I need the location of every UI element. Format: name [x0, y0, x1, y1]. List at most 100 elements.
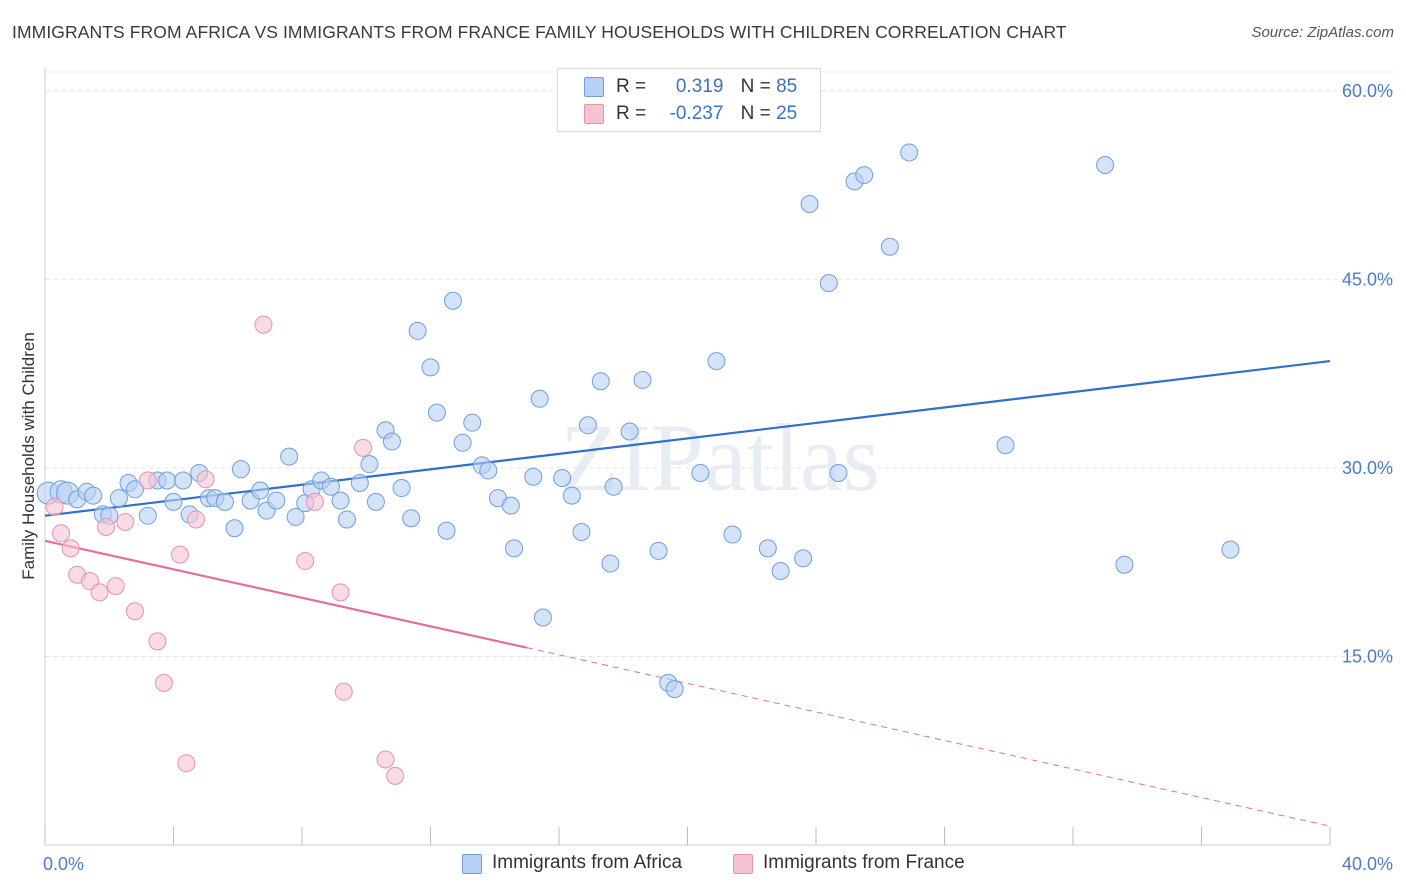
data-point-africa [553, 468, 572, 487]
data-point-africa [1115, 555, 1134, 574]
data-point-france [354, 438, 373, 457]
data-point-africa [800, 194, 819, 213]
chart-title: IMMIGRANTS FROM AFRICA VS IMMIGRANTS FRO… [12, 22, 1067, 42]
data-point-africa [402, 509, 421, 528]
correlation-legend: R = 0.319 N = 85 R = -0.237 N = 25 [557, 68, 821, 132]
data-point-africa [366, 492, 385, 511]
legend-r-label: R = [616, 76, 647, 97]
data-point-africa [164, 492, 183, 511]
y-tick-label: 60.0% [1342, 81, 1393, 101]
legend-n-label: N = [740, 76, 771, 97]
y-tick-label: 30.0% [1342, 458, 1393, 478]
data-point-africa [604, 477, 623, 496]
legend-n-label: N = [740, 103, 771, 124]
axes [44, 68, 1331, 846]
x-tick-label: 0.0% [43, 854, 84, 874]
x-tick-label: 40.0% [1342, 854, 1393, 874]
data-point-africa [601, 554, 620, 573]
series-africa-points [36, 143, 1240, 699]
data-point-africa [501, 496, 520, 515]
data-point-africa [524, 467, 543, 486]
data-point-africa [350, 474, 369, 493]
data-point-africa [453, 433, 472, 452]
data-point-africa [996, 436, 1015, 455]
data-point-africa [231, 460, 250, 479]
data-point-france [154, 673, 173, 692]
data-point-africa [382, 432, 401, 451]
legend-swatch-africa [584, 77, 604, 97]
data-point-france [106, 577, 125, 596]
data-point-france [116, 512, 135, 531]
data-point-africa [665, 680, 684, 699]
data-point-africa [392, 479, 411, 498]
legend-n-value: 25 [776, 103, 798, 124]
data-point-france [148, 632, 167, 651]
data-point-africa [443, 291, 462, 310]
data-point-africa [138, 506, 157, 525]
data-point-africa [691, 463, 710, 482]
data-point-africa [331, 491, 350, 510]
data-point-france [138, 471, 157, 490]
data-point-africa [880, 237, 899, 256]
source-label: Source: ZipAtlas.com [1251, 24, 1394, 41]
data-point-africa [723, 525, 742, 544]
data-point-africa [855, 166, 874, 185]
data-point-france [45, 497, 64, 516]
data-point-africa [125, 480, 144, 499]
data-point-africa [562, 486, 581, 505]
data-point-france [177, 754, 196, 773]
legend-n-value: 85 [776, 76, 798, 97]
data-point-france [97, 518, 116, 537]
y-axis-label: Family Households with Children [19, 332, 38, 580]
data-point-africa [591, 372, 610, 391]
data-point-africa [530, 389, 549, 408]
data-point-france [254, 315, 273, 334]
data-point-africa [707, 352, 726, 371]
data-point-france [196, 470, 215, 489]
bottom-legend-label-france: Immigrants from France [763, 852, 965, 873]
data-point-africa [427, 403, 446, 422]
data-point-africa [280, 447, 299, 466]
series-france-points [45, 315, 405, 785]
data-point-africa [900, 143, 919, 162]
data-point-africa [109, 489, 128, 508]
data-point-africa [505, 539, 524, 558]
data-point-france [305, 492, 324, 511]
bottom-legend-label-africa: Immigrants from Africa [492, 852, 683, 873]
data-point-africa [337, 510, 356, 529]
data-point-france [376, 750, 395, 769]
legend-r-label: R = [616, 103, 647, 124]
legend-r-value: 0.319 [675, 76, 724, 97]
data-point-africa [286, 507, 305, 526]
data-point-africa [572, 523, 591, 542]
data-point-france [52, 524, 71, 543]
data-point-france [186, 510, 205, 529]
data-point-france [334, 682, 353, 701]
data-point-africa [479, 461, 498, 480]
data-point-africa [794, 549, 813, 568]
data-point-africa [771, 561, 790, 580]
data-point-france [296, 551, 315, 570]
data-point-africa [578, 416, 597, 435]
data-point-france [90, 583, 109, 602]
legend-swatch-france [584, 104, 604, 124]
data-point-africa [225, 519, 244, 538]
data-point-africa [533, 608, 552, 627]
tick-labels: 15.0% 30.0% 45.0% 60.0% 0.0% 40.0% [43, 81, 1393, 874]
data-point-africa [649, 541, 668, 560]
y-tick-label: 45.0% [1342, 269, 1393, 289]
data-point-africa [174, 471, 193, 490]
data-point-africa [1221, 540, 1240, 559]
y-tick-label: 15.0% [1342, 646, 1393, 666]
bottom-legend-swatch-africa [462, 854, 482, 874]
data-point-africa [158, 471, 177, 490]
trend-line-france-extension [526, 647, 1331, 827]
data-point-france [331, 583, 350, 602]
data-point-france [61, 539, 80, 558]
data-point-africa [267, 491, 286, 510]
data-point-africa [360, 455, 379, 474]
data-point-africa [819, 274, 838, 293]
data-point-africa [437, 521, 456, 540]
data-point-africa [463, 413, 482, 432]
